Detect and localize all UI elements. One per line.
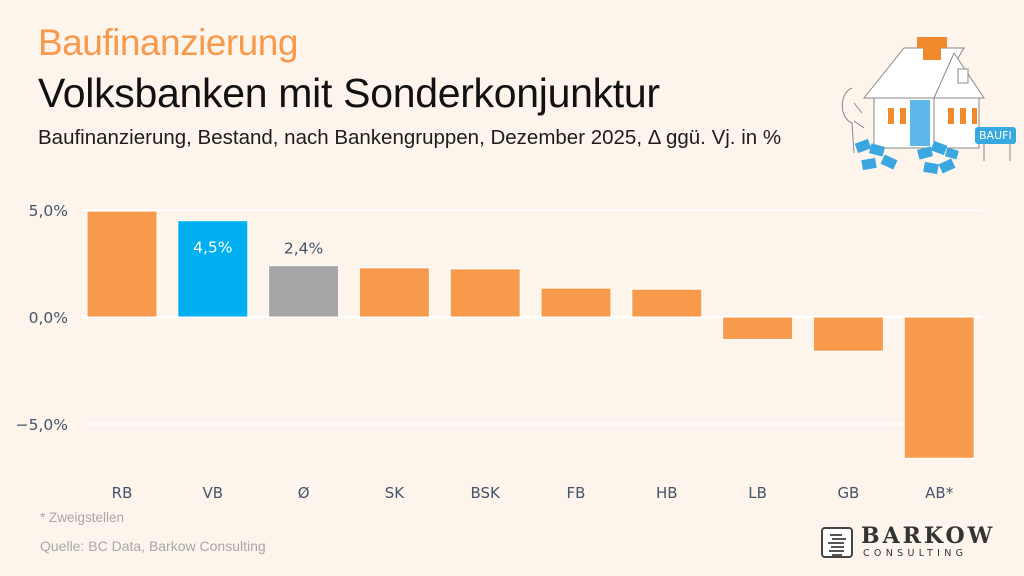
logo-subtitle: CONSULTING [863,548,968,559]
bar-ab [903,316,975,459]
y-tick-label: −5,0% [16,416,68,434]
x-tick-label: HB [656,484,678,502]
x-tick-label: AB* [925,484,954,502]
footnote: * Zweigstellen [40,510,125,525]
x-tick-label: RB [112,484,133,502]
page-title: Volksbanken mit Sonderkonjunktur [38,70,660,116]
bar-lb [722,316,794,340]
bar-hb [631,288,703,318]
x-tick-label: SK [385,484,406,502]
x-tick-label: FB [567,484,586,502]
barkow-logo: BARKOW CONSULTING [821,523,992,562]
bar-bsk [449,268,521,318]
bar-gb [812,316,884,352]
x-tick-label: LB [748,484,767,502]
y-tick-label: 5,0% [29,202,68,220]
data-label: 2,4% [284,240,323,258]
x-tick-label: BSK [471,484,502,502]
baufi-sign: BAUFI [975,127,1016,144]
data-label: 4,5% [193,239,232,257]
house-money-illustration [841,37,1011,175]
bar-avg [268,265,340,318]
x-tick-label: GB [837,484,859,502]
logo-name: BARKOW [861,523,996,549]
y-tick-label: 0,0% [29,309,68,327]
kicker-title: Baufinanzierung [38,22,298,63]
logo-mark-icon [821,527,853,558]
bar-fb [540,287,612,318]
source-note: Quelle: BC Data, Barkow Consulting [40,538,266,554]
x-tick-label: VB [203,484,224,502]
chart-subtitle: Baufinanzierung, Bestand, nach Bankengru… [38,126,782,149]
x-tick-label: Ø [298,484,310,502]
bar-sk [358,267,430,318]
bar-rb [86,210,158,318]
bar-vb [177,220,249,318]
